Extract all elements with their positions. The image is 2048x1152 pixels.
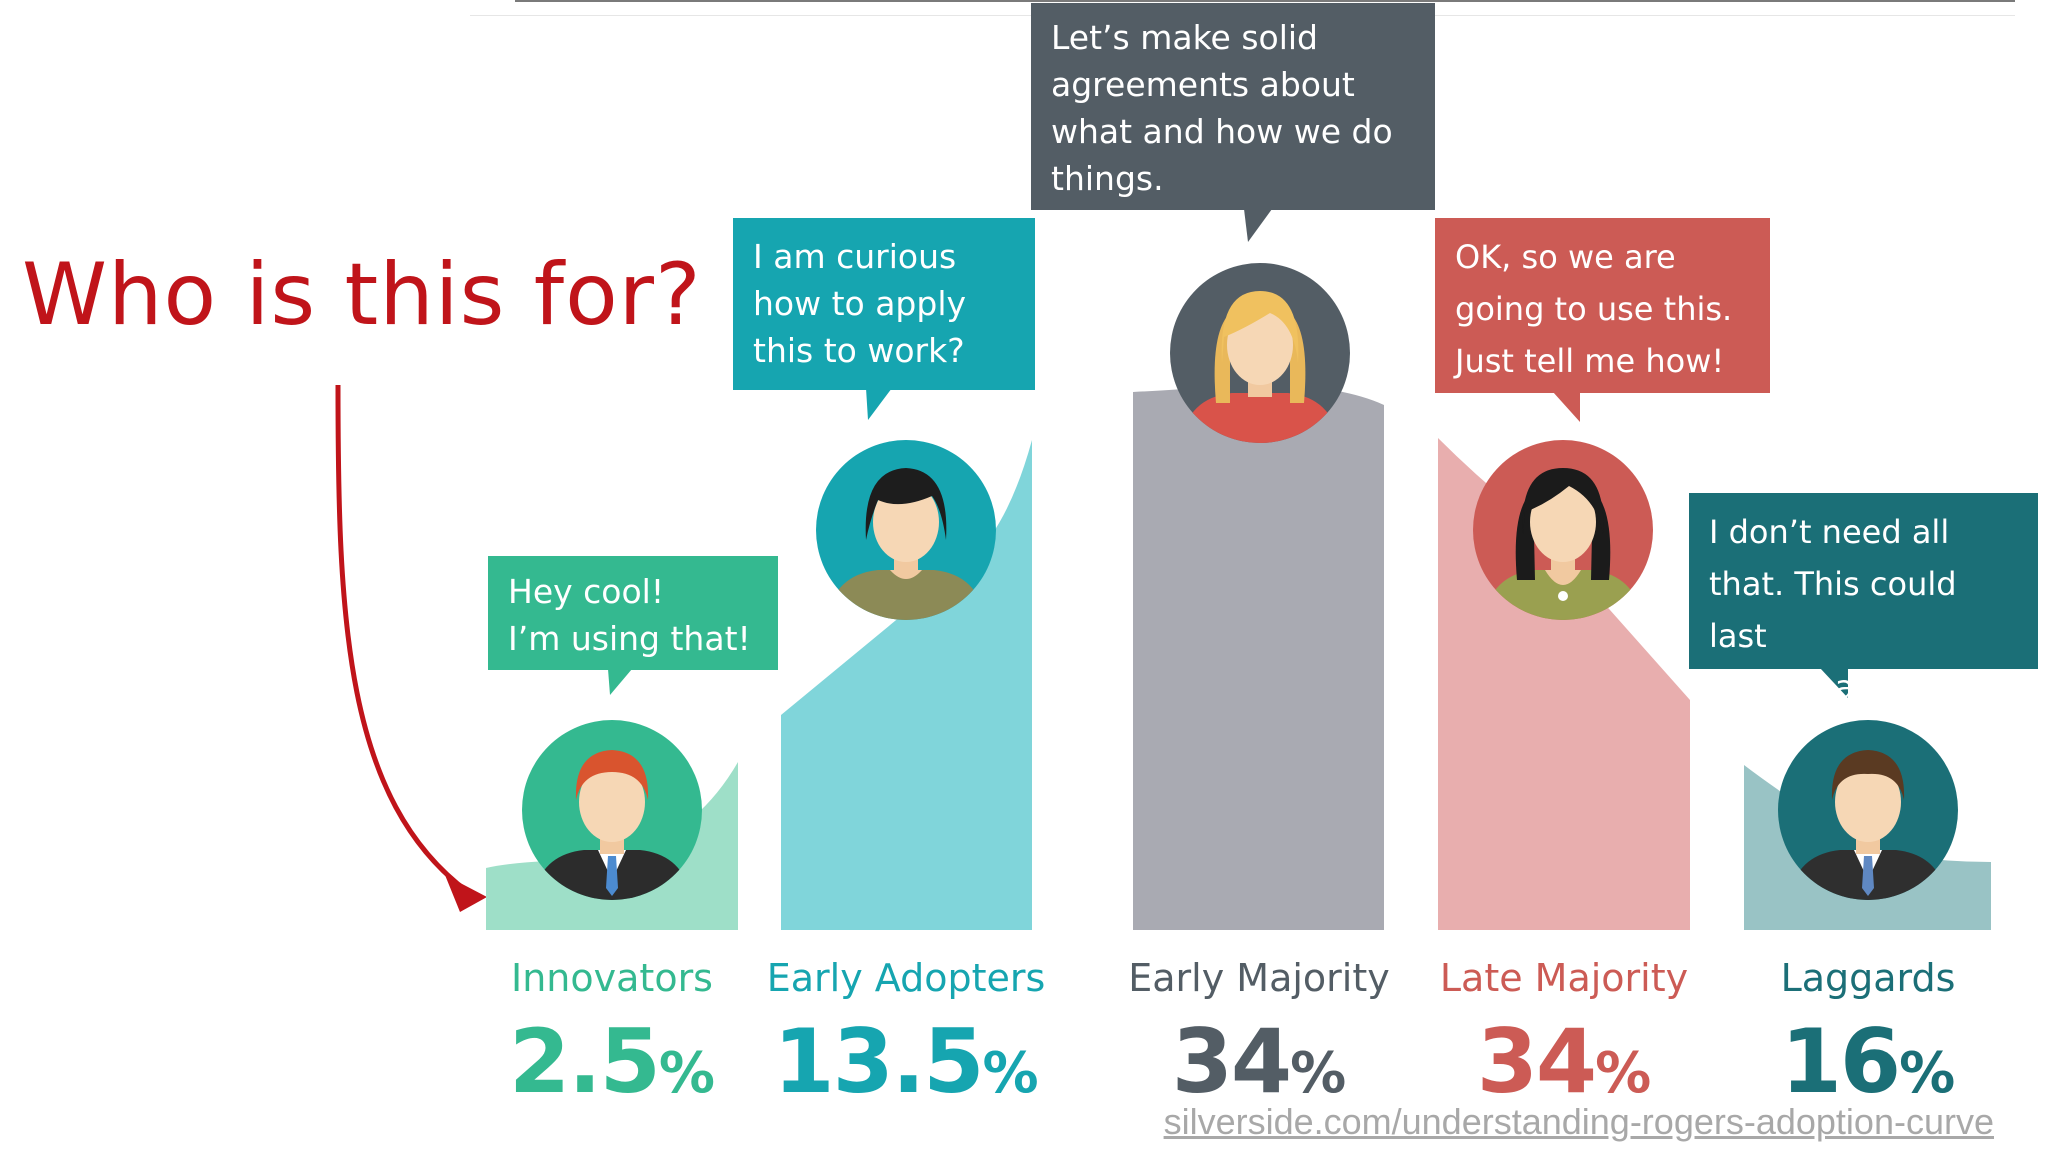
innovators-quote-bubble: Hey cool! I’m using that! [488,556,778,670]
page-title: Who is this for? [22,245,702,345]
late-majority-bubble-tail [1553,392,1580,422]
laggards-label: Laggards [1780,956,1956,1000]
early-majority-column [1133,385,1384,930]
innovators-bubble-tail [608,669,632,695]
innovators-label: Innovators [511,956,713,1000]
innovators-column [486,762,738,930]
laggards-quote-bubble: I don’t need all that. This could last a… [1689,493,2038,706]
early-majority-bubble-tail [1244,209,1272,242]
innovators-quote: Hey cool! I’m using that! [508,572,751,658]
late-majority-percent: 34% [1476,1010,1652,1113]
early-majority-quote-bubble: Let’s make solid agreements about what a… [1031,3,1435,210]
laggards-column [1744,765,1991,930]
laggards-percent: 16% [1780,1010,1956,1113]
late-majority-label: Late Majority [1439,956,1689,1000]
laggards-bubble-tail [1820,668,1848,698]
source-link[interactable]: silverside.com/understanding-rogers-adop… [1163,1101,1994,1142]
early-adopters-quote: I am curious how to apply this to work? [753,237,967,370]
top-rule [515,0,2015,2]
laggards-quote: I don’t need all that. This could last a… [1709,513,1957,707]
pointer-arrowhead [445,875,487,912]
early-adopters-label: Early Adopters [766,956,1046,1000]
innovators-percent: 2.5% [509,1010,715,1113]
early-adopters-quote-bubble: I am curious how to apply this to work? [733,218,1035,390]
pointer-arrow [335,384,470,895]
laggards-avatar [1778,720,1958,900]
late-majority-quote: OK, so we are going to use this. Just te… [1455,238,1733,380]
early-majority-percent: 34% [1171,1010,1347,1113]
early-majority-quote: Let’s make solid agreements about what a… [1051,18,1393,198]
late-majority-quote-bubble: OK, so we are going to use this. Just te… [1435,218,1770,393]
early-adopters-percent: 13.5% [773,1010,1039,1113]
early-majority-label: Early Majority [1128,956,1390,1000]
early-adopters-bubble-tail [866,388,892,420]
